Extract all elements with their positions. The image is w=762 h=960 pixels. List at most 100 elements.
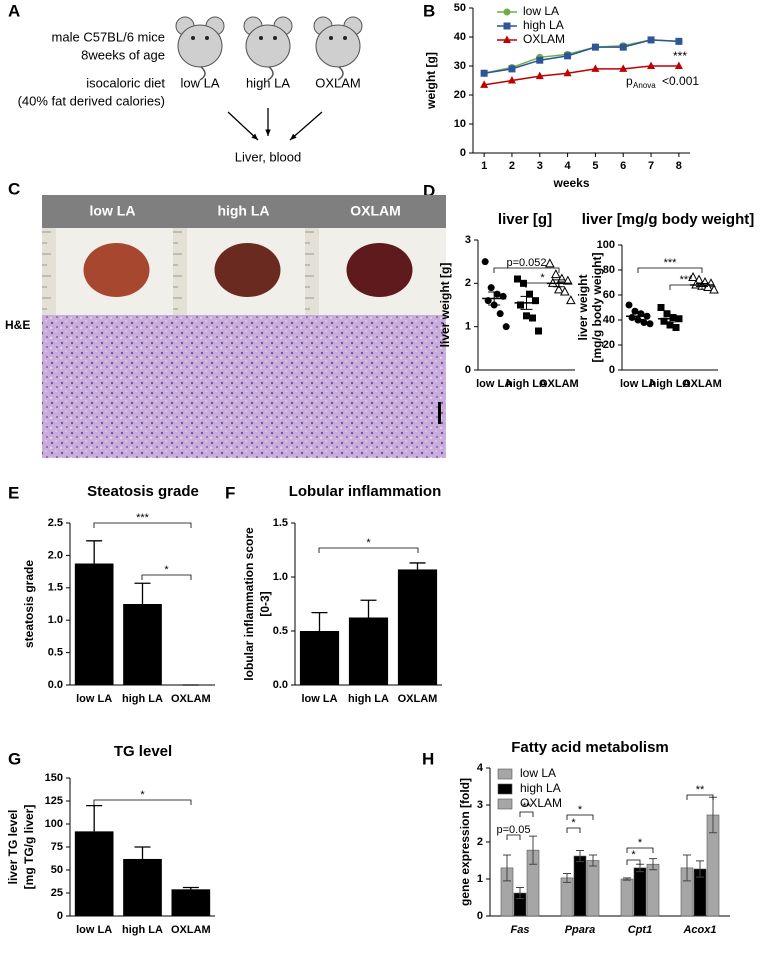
marker — [547, 277, 558, 287]
significance-bracket — [506, 834, 521, 840]
significance-label: * — [164, 564, 169, 576]
panel-label: C — [8, 179, 20, 198]
marker — [709, 284, 719, 294]
bar — [646, 863, 660, 917]
mouse-body — [315, 24, 361, 68]
error-bar — [134, 846, 151, 859]
significance-label: ** — [522, 801, 531, 813]
y-tick-label: 3 — [477, 799, 483, 811]
annotation: p — [626, 74, 633, 88]
significance-label: * — [540, 272, 545, 284]
error-bar — [683, 854, 691, 882]
y-axis-label: steatosis grade — [22, 560, 36, 648]
significance-bracket — [566, 827, 581, 833]
y-tick-label: 100 — [45, 818, 63, 830]
y-tick-label: 1.0 — [273, 571, 288, 583]
y-tick-label: 60 — [603, 289, 615, 301]
significance-label: * — [140, 789, 145, 801]
x-tick-label: high LA — [506, 378, 547, 390]
significance-bracket — [318, 547, 419, 553]
marker — [520, 279, 527, 287]
arrow — [289, 111, 323, 141]
x-tick-label: high LA — [122, 693, 163, 705]
significance-bracket — [93, 522, 192, 528]
marker — [480, 80, 489, 88]
x-axis-label: weeks — [552, 176, 589, 190]
error-bar — [520, 295, 533, 310]
bar — [348, 617, 389, 685]
significance-label: * — [571, 817, 576, 829]
error-bar — [529, 835, 537, 865]
marker — [481, 258, 489, 266]
y-tick-label: 0.0 — [273, 679, 288, 691]
significance-bracket — [519, 811, 534, 817]
marker — [591, 64, 600, 72]
panel-label: E — [8, 483, 19, 502]
significance-bracket — [141, 574, 192, 580]
y-tick-label: 1 — [465, 321, 471, 333]
legend-label: high LA — [523, 18, 564, 32]
x-tick-label: Fas — [511, 924, 530, 936]
y-tick-label: 0 — [465, 364, 471, 376]
marker — [563, 68, 572, 77]
x-tick-label: 8 — [676, 160, 682, 172]
legend-label: OXLAM — [520, 796, 562, 810]
y-tick-label: 50 — [51, 864, 63, 876]
y-tick-label: 2.0 — [48, 549, 63, 561]
chart-title: liver [g] — [498, 211, 552, 228]
y-tick-label: 40 — [603, 314, 615, 326]
image-header — [173, 195, 314, 228]
legend-swatch — [497, 798, 513, 810]
error-bar — [134, 582, 151, 604]
y-tick-label: 150 — [45, 772, 63, 784]
marker — [672, 324, 680, 331]
y-tick-label: 2 — [465, 277, 471, 289]
panel-label: H — [422, 749, 434, 768]
design-text: isocaloric diet — [86, 75, 165, 90]
error-bar — [516, 887, 524, 900]
y-axis-label: gene expression [fold] — [458, 778, 472, 906]
marker — [625, 301, 633, 309]
marker — [688, 271, 698, 281]
marker — [628, 314, 636, 321]
bar — [573, 855, 587, 917]
x-tick-label: OXLAM — [171, 924, 211, 936]
histology-image — [173, 315, 314, 458]
group-label: high LA — [246, 75, 290, 90]
marker — [536, 56, 544, 64]
x-tick-label: Acox1 — [682, 924, 716, 936]
bar — [74, 831, 114, 916]
bar — [560, 877, 574, 917]
bar — [171, 889, 211, 916]
y-tick-label: 0 — [460, 147, 466, 159]
panel-label: G — [8, 749, 21, 768]
significance-bracket — [493, 267, 560, 273]
bar — [586, 860, 600, 917]
significance-label: p=0.052 — [506, 257, 546, 269]
marker — [517, 301, 524, 309]
group-label: low LA — [180, 75, 219, 90]
error-bar — [649, 858, 657, 871]
mouse-eye — [191, 36, 195, 40]
significance-bracket — [525, 282, 560, 288]
bar — [74, 563, 114, 685]
error-bar — [664, 315, 676, 323]
error-bar — [696, 860, 704, 878]
y-axis-label: weight [g] — [424, 52, 438, 110]
image-header-label: OXLAM — [350, 203, 401, 219]
x-tick-label: 5 — [592, 160, 598, 172]
image-header — [42, 195, 183, 228]
liver — [346, 243, 413, 297]
y-tick-label: 3 — [465, 234, 471, 246]
significance-label: ** — [696, 784, 705, 796]
marker — [559, 286, 570, 296]
ruler — [305, 228, 319, 315]
marker — [502, 323, 510, 331]
x-tick-label: 7 — [648, 160, 654, 172]
y-tick-label: 0.5 — [48, 647, 63, 659]
marker — [619, 43, 627, 51]
marker — [535, 71, 544, 80]
y-axis-label: liver TG level — [6, 810, 20, 885]
marker — [507, 76, 516, 84]
annotation: *** — [673, 49, 687, 63]
